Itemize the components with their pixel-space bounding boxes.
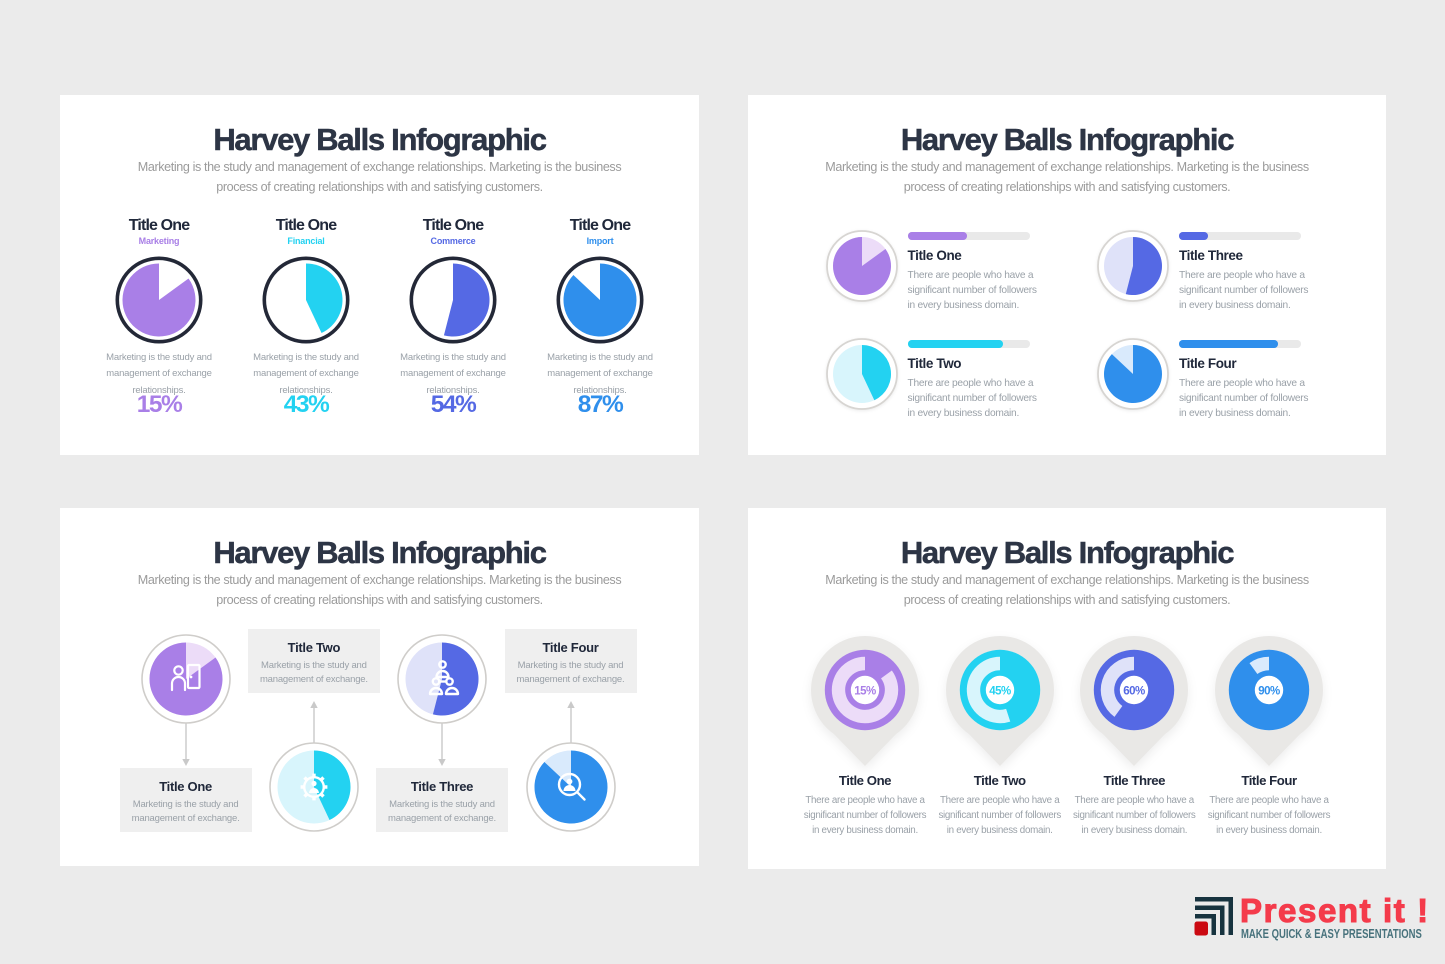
svg-text:60%: 60%: [1124, 686, 1146, 698]
svg-text:90%: 90%: [1258, 686, 1280, 698]
svg-text:15%: 15%: [854, 686, 876, 698]
svg-text:45%: 45%: [989, 686, 1011, 698]
